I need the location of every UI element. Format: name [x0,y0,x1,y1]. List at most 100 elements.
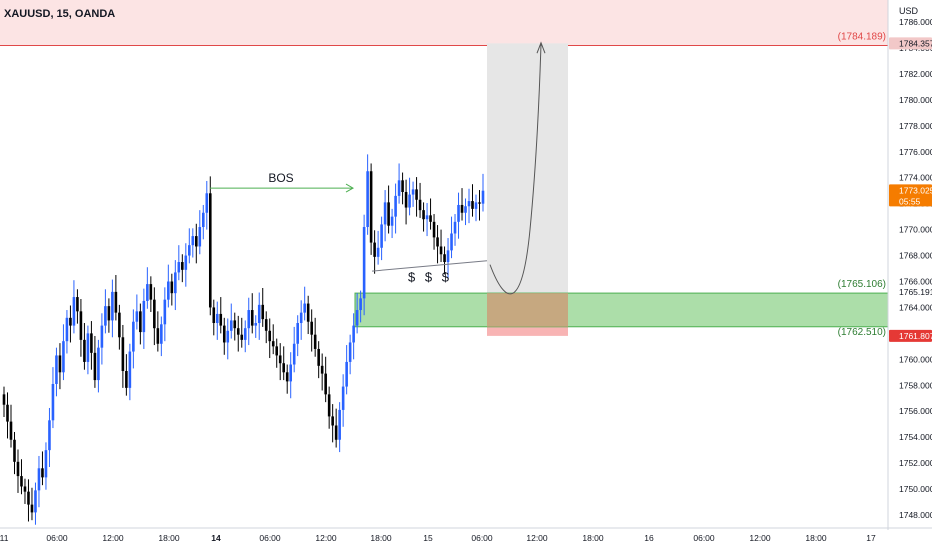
candle-body [229,320,233,331]
time-tick-label: 17 [866,533,876,543]
projection-curve [489,44,542,295]
time-tick-label: 18:00 [370,533,392,543]
price-tag-label: 1784.357 [899,38,932,48]
candle-body [285,372,289,382]
candle-body [114,291,118,313]
candle-body [317,348,320,366]
candle-body [478,202,481,204]
time-axis[interactable]: 11 06:00 12:00 18:00 14 06:00 12:00 18:00 15 06:0… [0,527,932,543]
candle-body [153,299,156,329]
candle-body [348,342,352,362]
candle-body [243,328,247,340]
candle-body [474,202,478,209]
time-tick-label: 06:00 [46,533,68,543]
candle-body [289,364,293,382]
candle-body [453,221,457,234]
time-tick-label: 15 [423,533,433,543]
candle-body [177,262,181,273]
candle-body [457,204,460,222]
level-label: (1784.189) [838,32,886,43]
price-tick-label: 1758.000 [899,380,932,390]
price-tick-label: 1782.000 [899,69,932,79]
candle-body [65,317,69,342]
candle-body [163,299,167,325]
candle-body [48,420,51,451]
candle-body [79,311,83,340]
candle-body [100,325,104,348]
candle-body [184,255,188,270]
candle-body [13,439,16,462]
candle-body [167,281,170,300]
candle-body [23,486,27,492]
candle-body [387,202,390,226]
price-tick-label: 1750.000 [899,484,932,494]
candle-body [264,319,268,331]
price-tag [889,184,932,207]
time-tick-label: 06:00 [471,533,493,543]
candle-body [411,189,415,195]
candle-body [30,504,34,513]
time-tick-label: 12:00 [315,533,337,543]
level-label: (1762.510) [838,327,886,338]
chart-title: XAUUSD, 15, OANDA [4,8,116,20]
candle-body [142,300,146,333]
candle-body [376,247,380,257]
candle-body [170,281,174,294]
candle-body [111,291,114,321]
candle-body [76,297,79,312]
candle-body [408,194,411,208]
bos-arrow [345,183,355,193]
candle-body [6,404,9,422]
candle-body [481,190,485,204]
candle-body [97,347,100,381]
candle-body [299,312,303,324]
candle-body [16,461,20,477]
candle-body [338,409,341,440]
candle-body [436,237,439,247]
time-tick-label: 11 [0,533,9,543]
bos-label: BOS [268,171,293,185]
candle-body [198,227,202,247]
time-tick-label: 06:00 [259,533,281,543]
candle-body [306,303,310,322]
candle-body [303,303,306,313]
candle-body [20,476,23,487]
candle-body [2,394,6,405]
candle-body [278,355,282,364]
candle-body [9,421,13,440]
candle-body [72,297,76,326]
candle-body [324,373,327,395]
currency-label: USD [899,6,919,16]
candle-body [83,339,86,362]
price-tick-label: 1780.000 [899,95,932,105]
candle-body [345,361,348,387]
candle-body [450,233,453,251]
liquidity-label: $ $ $ [408,270,452,285]
candle-body [464,206,467,213]
price-axis[interactable]: 1748.000 1750.000 1752.000 1754.000 1756.000… [887,0,932,530]
candle-body [233,320,237,329]
candle-body [118,312,121,338]
candles-layer [2,154,485,525]
candle-body [432,221,436,238]
candle-body [401,180,404,192]
candle-body [194,236,198,247]
price-tag-label: 1773.025 [899,185,932,195]
time-tick-label: 16 [644,533,654,543]
candle-body [188,245,191,256]
liquidity-line [371,260,488,272]
candle-body [373,242,376,257]
candle-body [222,325,226,343]
candle-body [90,333,93,353]
level-label: (1765.106) [838,279,886,290]
candle-body [362,227,366,299]
target-box [487,43,568,294]
time-tick-label: 12:00 [526,533,548,543]
candle-body [44,450,48,478]
candle-body [268,330,272,342]
candle-body [310,321,313,335]
candle-body [390,216,394,226]
